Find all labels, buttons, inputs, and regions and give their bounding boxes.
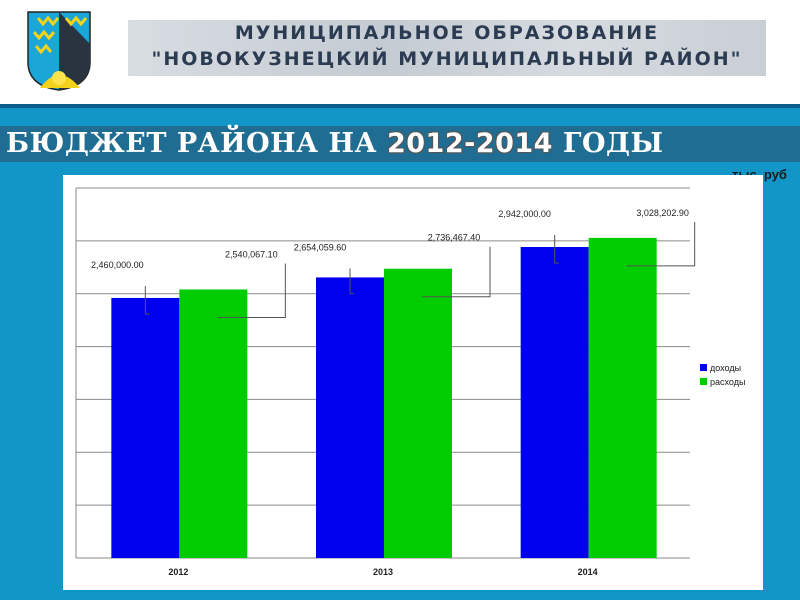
legend-label-expense: расходы [710, 377, 745, 387]
leader-line [217, 263, 286, 318]
leader-line [626, 221, 696, 267]
x-tick-label: 2014 [578, 567, 598, 577]
coat-of-arms-icon [27, 11, 91, 91]
bar-income-2012 [111, 297, 180, 558]
title-years: 2012-2014 [386, 128, 553, 159]
divider-line [0, 104, 800, 108]
data-label: 2,540,067.10 [225, 249, 278, 259]
leader-line [554, 234, 559, 264]
legend-label-income: доходы [710, 363, 741, 373]
bar-income-2014 [520, 246, 589, 558]
bar-income-2013 [316, 277, 384, 558]
bar-expense-2012 [179, 289, 248, 558]
header-line-1: МУНИЦИПАЛЬНОЕ ОБРАЗОВАНИЕ [234, 22, 660, 44]
data-label: 2,654,059.60 [294, 242, 347, 252]
data-label: 2,460,000.00 [91, 260, 144, 270]
data-label: 2,736,467.40 [428, 233, 481, 243]
header-line-2: "НОВОКУЗНЕЦКИЙ МУНИЦИПАЛЬНЫЙ РАЙОН" [151, 48, 743, 70]
title-prefix: БЮДЖЕТ РАЙОНА НА [6, 128, 387, 159]
bar-chart: 2,460,000.00 2,540,067.10 2012 2,654,059.60… [75, 187, 745, 577]
x-tick-label: 2012 [168, 567, 188, 577]
x-tick-label: 2013 [373, 567, 393, 577]
leader-line [349, 268, 354, 294]
data-label: 3,028,202.90 [636, 208, 689, 218]
slide-title: БЮДЖЕТ РАЙОНА НА 2012-2014 ГОДЫ [6, 128, 663, 159]
header-title-block: МУНИЦИПАЛЬНОЕ ОБРАЗОВАНИЕ "НОВОКУЗНЕЦКИЙ… [128, 20, 766, 76]
chart-panel: 2,460,000.00 2,540,067.10 2012 2,654,059.60… [63, 175, 763, 590]
legend-swatch-expense [700, 378, 707, 385]
header: МУНИЦИПАЛЬНОЕ ОБРАЗОВАНИЕ "НОВОКУЗНЕЦКИЙ… [0, 0, 800, 106]
leader-line [422, 246, 491, 298]
title-band [0, 126, 800, 162]
legend-swatch-income [700, 364, 707, 371]
title-suffix: ГОДЫ [552, 128, 664, 159]
leader-line [144, 285, 150, 315]
bar-expense-2013 [384, 268, 452, 558]
bar-expense-2014 [588, 237, 657, 558]
data-label: 2,942,000.00 [498, 209, 551, 219]
